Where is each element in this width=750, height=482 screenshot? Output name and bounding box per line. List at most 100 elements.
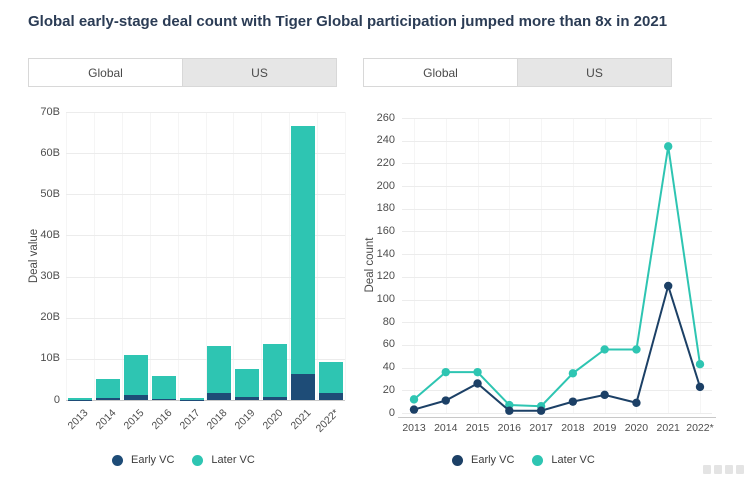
line-chart-canvas	[409, 142, 705, 415]
y-tick-label: 160	[376, 224, 395, 237]
legend-label-early-vc: Early VC	[131, 454, 175, 466]
gridline	[402, 163, 712, 165]
bar-segment-later-vc[interactable]	[235, 368, 260, 398]
tab-global[interactable]: Global	[28, 58, 183, 87]
gridline	[402, 186, 712, 188]
bar-segment-early-vc[interactable]	[95, 398, 120, 400]
bar-segment-later-vc[interactable]	[67, 397, 92, 400]
y-axis-title: Deal count	[364, 237, 376, 293]
bar-segment-early-vc[interactable]	[123, 395, 148, 400]
legend-item-later-vc[interactable]: Later VC	[532, 454, 595, 466]
gridline	[402, 140, 712, 142]
gridline	[66, 112, 345, 113]
gridline-vertical	[572, 118, 574, 413]
y-tick-label: 120	[376, 270, 395, 283]
gridline	[402, 390, 712, 392]
bar-segment-later-vc[interactable]	[291, 126, 316, 375]
bar-segment-early-vc[interactable]	[263, 397, 288, 400]
bar-segment-later-vc[interactable]	[123, 354, 148, 396]
x-tick-label: 2014	[434, 422, 458, 434]
y-tick-label: 100	[376, 293, 395, 306]
y-tick-label: 80	[382, 315, 395, 328]
gridline-vertical	[414, 118, 415, 413]
x-tick-label: 2018	[561, 422, 585, 434]
bar-segment-later-vc[interactable]	[319, 362, 344, 393]
x-tick-label: 2013	[402, 422, 426, 434]
early-vc-dot-icon	[112, 454, 123, 466]
gridline	[402, 254, 712, 256]
watermark	[703, 465, 744, 474]
gridline-vertical	[121, 112, 123, 400]
gridline-vertical	[604, 118, 606, 413]
gridline	[66, 194, 345, 196]
tab-us[interactable]: US	[183, 58, 337, 87]
gridline	[66, 358, 345, 360]
y-tick-label: 40B	[40, 228, 60, 241]
gridline-vertical	[289, 112, 291, 400]
gridline	[402, 276, 712, 278]
chart-tabs: Global US	[363, 58, 672, 87]
page-title: Global early-stage deal count with Tiger…	[28, 13, 668, 30]
bar-segment-early-vc[interactable]	[151, 399, 176, 400]
y-tick-label: 20B	[40, 311, 60, 324]
y-tick-label: 60	[382, 338, 395, 351]
gridline-vertical	[445, 118, 447, 413]
bar-segment-early-vc[interactable]	[291, 374, 316, 400]
legend-item-early-vc[interactable]: Early VC	[452, 454, 514, 466]
bar-segment-early-vc[interactable]	[319, 393, 344, 400]
bar-segment-later-vc[interactable]	[207, 345, 232, 393]
gridline	[402, 367, 712, 369]
gridline	[402, 208, 712, 210]
chart-legend: Early VC Later VC	[452, 454, 595, 466]
legend-item-early-vc[interactable]: Early VC	[112, 454, 174, 466]
x-axis-line	[398, 417, 716, 418]
gridline-vertical	[233, 112, 235, 400]
bar-segment-early-vc[interactable]	[235, 397, 260, 400]
gridline-vertical	[541, 118, 543, 413]
x-tick-label: 2017	[529, 422, 553, 434]
gridline-vertical	[509, 118, 511, 413]
legend-label-later-vc: Later VC	[211, 454, 255, 466]
y-tick-label: 70B	[40, 105, 60, 118]
gridline	[402, 118, 712, 119]
gridline-vertical	[317, 112, 319, 400]
gridline-vertical	[93, 112, 95, 400]
x-tick-label: 2021	[656, 422, 680, 434]
y-tick-label: 140	[376, 247, 395, 260]
x-tick-label: 2015	[465, 422, 490, 434]
y-tick-label: 30B	[40, 270, 60, 283]
line-series-early-vc	[409, 281, 705, 415]
y-tick-label: 260	[376, 111, 395, 124]
gridline-vertical	[261, 112, 263, 400]
legend-item-later-vc[interactable]: Later VC	[192, 454, 255, 466]
y-tick-label: 20	[382, 383, 395, 396]
gridline	[66, 317, 345, 319]
y-tick-label: 40	[382, 361, 395, 374]
y-tick-label: 10B	[40, 352, 60, 365]
chart-legend: Early VC Later VC	[112, 454, 255, 466]
y-tick-label: 240	[376, 134, 395, 147]
deal-count-chart-panel: Global US Deal count Early VC Later VC 0…	[363, 58, 725, 482]
gridline-vertical	[636, 118, 638, 413]
y-tick-label: 180	[376, 202, 395, 215]
x-axis-line	[66, 400, 345, 401]
gridline-vertical	[205, 112, 207, 400]
gridline	[66, 276, 345, 278]
bar-segment-early-vc[interactable]	[207, 393, 232, 400]
y-tick-label: 0	[53, 393, 60, 406]
gridline	[66, 235, 345, 237]
bar-segment-later-vc[interactable]	[95, 379, 120, 399]
x-tick-label: 2019	[592, 422, 617, 434]
later-vc-dot-icon	[192, 454, 204, 466]
bar-segment-later-vc[interactable]	[179, 397, 204, 400]
tab-global[interactable]: Global	[363, 58, 518, 87]
x-tick-label: 2020	[624, 422, 649, 434]
deal-value-chart-panel: Global US Deal value Early VC Later VC 0…	[28, 58, 350, 482]
gridline-vertical	[149, 112, 151, 400]
gridline-vertical	[177, 112, 179, 400]
bar-segment-later-vc[interactable]	[151, 376, 176, 400]
legend-label-later-vc: Later VC	[551, 454, 595, 466]
bar-segment-later-vc[interactable]	[263, 344, 288, 398]
tab-us[interactable]: US	[518, 58, 672, 87]
x-tick-label: 2016	[497, 422, 521, 434]
